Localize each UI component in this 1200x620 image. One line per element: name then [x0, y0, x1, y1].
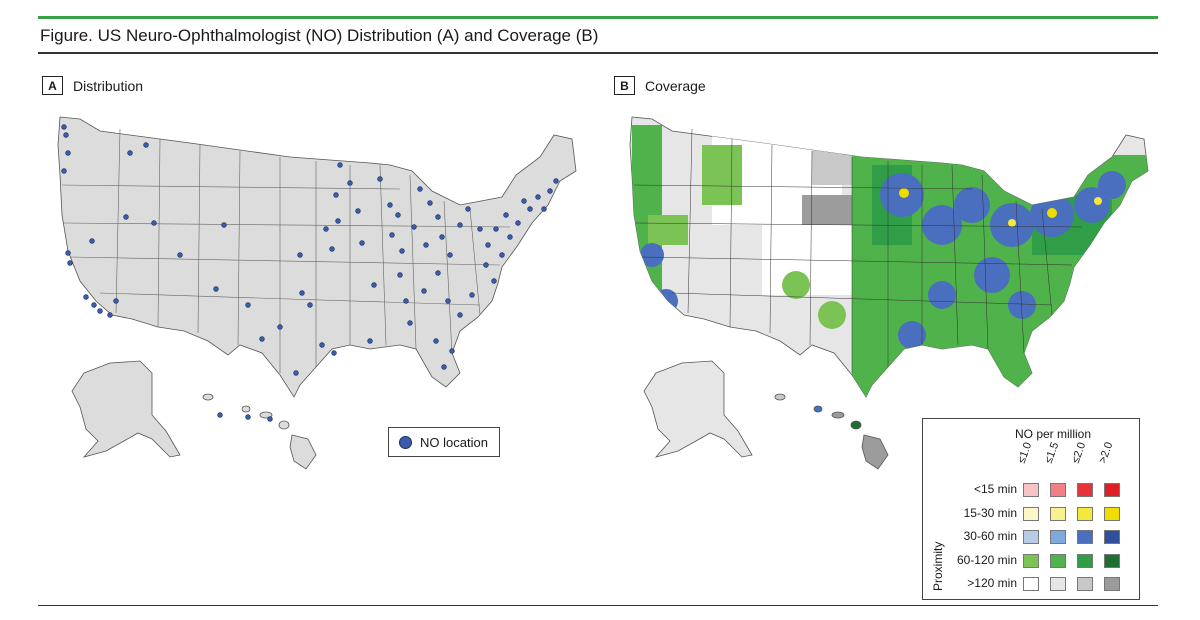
panel-b-letter: B	[614, 76, 635, 95]
coverage-legend-swatch	[1023, 506, 1039, 521]
no-location-legend-label: NO location	[420, 434, 488, 450]
coverage-legend-swatch	[1050, 483, 1066, 497]
panel-b-label: Coverage	[645, 77, 706, 94]
coverage-legend: NO per million ≤1.0 ≤1.5 ≤2.0 >2.0 Proxi…	[922, 418, 1140, 600]
coverage-legend-swatch	[1104, 483, 1120, 497]
coverage-legend-swatch	[1023, 483, 1039, 497]
coverage-legend-swatch	[1077, 553, 1093, 568]
coverage-legend-swatch	[1023, 530, 1039, 544]
coverage-legend-swatch	[1077, 506, 1093, 521]
coverage-legend-swatch	[1077, 577, 1093, 591]
panel-a-header: A Distribution	[42, 76, 143, 95]
coverage-state-borders	[633, 128, 1083, 373]
coverage-legend-column: ≤1.5	[1042, 440, 1062, 465]
coverage-legend-swatch	[1050, 553, 1066, 568]
coverage-legend-header: NO per million	[1015, 427, 1092, 441]
figure-title: Figure. US Neuro-Ophthalmologist (NO) Di…	[40, 26, 599, 45]
title-rule	[38, 52, 1158, 54]
coverage-legend-swatch	[1050, 577, 1066, 591]
coverage-alaska-shape	[643, 360, 753, 458]
panel-a-label: Distribution	[73, 77, 144, 94]
alaska-shape	[71, 360, 181, 458]
coverage-legend-column: ≤2.0	[1069, 440, 1089, 465]
bottom-rule	[38, 605, 1158, 606]
coverage-legend-row-label: 15-30 min	[963, 505, 1017, 520]
top-rule	[38, 16, 1158, 19]
state-borders	[61, 128, 511, 373]
hawaii-shape	[202, 393, 317, 470]
coverage-legend-swatch	[1077, 483, 1093, 497]
coverage-legend-swatch	[1023, 553, 1039, 568]
coverage-legend-swatch	[1104, 530, 1120, 544]
coverage-hawaii-shape	[774, 393, 889, 470]
coverage-legend-row-label: 60-120 min	[956, 552, 1017, 567]
coverage-legend-column: ≤1.0	[1015, 440, 1035, 465]
coverage-legend-swatch	[1104, 577, 1120, 591]
no-location-points	[61, 124, 559, 422]
coverage-legend-swatch	[1023, 577, 1039, 591]
coverage-legend-swatch	[1077, 530, 1093, 544]
coverage-legend-swatch	[1104, 553, 1120, 568]
panel-b-header: B Coverage	[614, 76, 706, 95]
panel-a-letter: A	[42, 76, 63, 95]
coverage-legend-swatch	[1104, 506, 1120, 521]
no-location-dot-icon	[399, 435, 412, 449]
coverage-legend-row-label: <15 min	[973, 482, 1017, 496]
us-lower48-shape	[57, 116, 577, 398]
coverage-legend-swatch	[1050, 530, 1066, 544]
coverage-legend-swatch	[1050, 506, 1066, 521]
coverage-legend-row-label: 30-60 min	[963, 529, 1017, 543]
no-location-legend: NO location	[388, 427, 500, 457]
distribution-map	[57, 116, 577, 470]
coverage-map	[629, 116, 1149, 470]
coverage-legend-column: >2.0	[1096, 440, 1116, 465]
coverage-legend-row-label: >120 min	[967, 576, 1017, 590]
